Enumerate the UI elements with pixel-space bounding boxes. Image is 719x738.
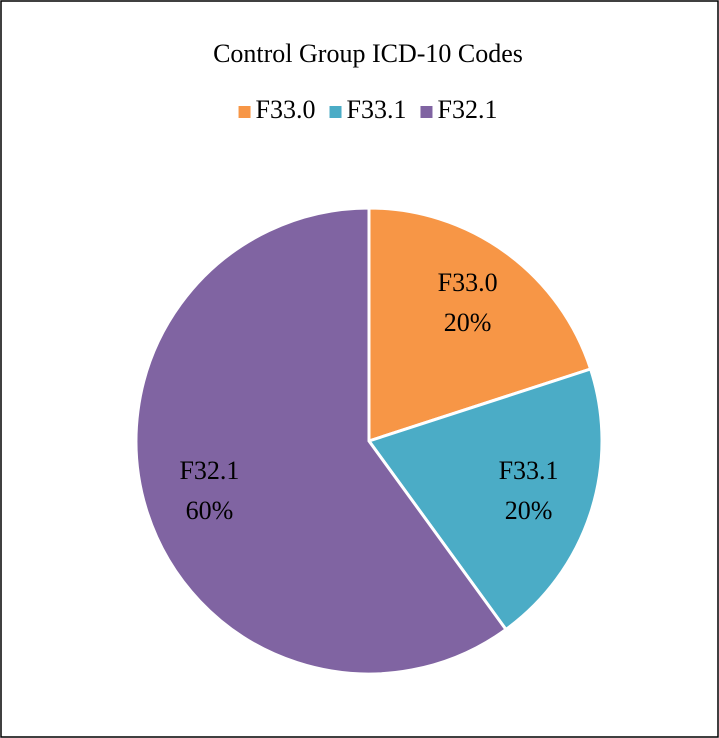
chart-title: Control Group ICD-10 Codes [213,39,523,68]
legend-swatch [238,106,251,118]
data-label-value: 20% [444,308,492,337]
data-label-value: 60% [186,496,234,525]
data-label-category: F33.1 [499,456,559,485]
legend: F33.0 F33.1 F32.1 [238,95,497,124]
data-label-value: 20% [505,496,553,525]
legend-swatch [420,106,433,118]
legend-swatch [329,106,342,118]
legend-label: F32.1 [437,95,497,124]
pie-slice [367,206,593,444]
data-label-category: F33.0 [438,268,498,297]
pie-slice [366,367,604,632]
legend-label: F33.1 [347,95,407,124]
pie-slice [134,206,509,676]
data-label-category: F32.1 [179,456,239,485]
legend-label: F33.0 [256,95,316,124]
